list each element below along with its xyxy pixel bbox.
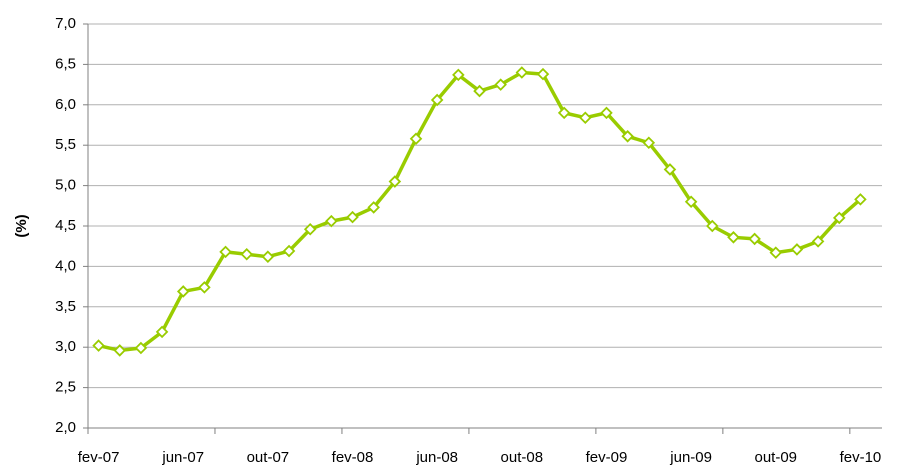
data-point xyxy=(769,246,783,259)
data-point xyxy=(261,250,275,263)
data-point xyxy=(198,281,211,294)
y-tick-label: 4,0 xyxy=(55,257,76,274)
x-tick-label: out-09 xyxy=(754,449,797,466)
data-point xyxy=(240,248,253,261)
data-point xyxy=(557,106,571,120)
data-point xyxy=(303,222,317,236)
y-tick-label: 7,0 xyxy=(55,15,76,32)
x-tick-label: jun-09 xyxy=(669,449,712,466)
data-point xyxy=(706,219,719,233)
data-point xyxy=(579,111,592,125)
x-tick-label: jun-07 xyxy=(161,449,204,466)
x-tick-label: fev-08 xyxy=(332,449,374,466)
data-point xyxy=(430,93,444,107)
data-point xyxy=(155,325,169,339)
data-point xyxy=(832,211,846,225)
data-point xyxy=(92,339,105,352)
data-point xyxy=(642,136,656,150)
data-point xyxy=(176,285,190,298)
data-point xyxy=(515,66,529,79)
data-point xyxy=(684,195,698,209)
data-point xyxy=(134,341,148,355)
y-tick-label: 6,0 xyxy=(55,96,76,113)
data-point xyxy=(811,235,825,248)
y-axis-label: (%) xyxy=(13,214,30,237)
y-tick-label: 3,0 xyxy=(55,338,76,355)
data-point xyxy=(367,201,380,214)
data-point xyxy=(282,244,296,258)
x-tick-label: fev-09 xyxy=(586,449,628,466)
data-point xyxy=(452,68,465,82)
data-point xyxy=(663,163,677,176)
y-tick-label: 3,5 xyxy=(55,298,76,315)
x-tick-label: out-08 xyxy=(501,449,544,466)
data-point xyxy=(600,106,613,120)
y-tick-label: 2,5 xyxy=(55,379,76,396)
data-point xyxy=(219,245,232,259)
data-point xyxy=(388,175,402,188)
data-point xyxy=(854,193,867,206)
data-point xyxy=(494,78,507,91)
y-tick-label: 5,0 xyxy=(55,177,76,194)
x-tick-label: jun-08 xyxy=(415,449,458,466)
y-tick-label: 5,5 xyxy=(55,136,76,153)
data-point xyxy=(536,67,550,81)
x-tick-label: fev-07 xyxy=(78,449,120,466)
data-point xyxy=(113,344,127,357)
data-point xyxy=(748,232,761,246)
data-point xyxy=(727,231,740,244)
data-line xyxy=(98,70,862,353)
x-tick-label: fev-10 xyxy=(840,449,882,466)
data-point xyxy=(473,84,486,98)
data-point xyxy=(790,243,804,256)
data-point xyxy=(621,130,634,143)
data-point xyxy=(346,210,359,224)
y-tick-label: 2,0 xyxy=(55,419,76,436)
data-point xyxy=(409,132,423,146)
y-tick-label: 4,5 xyxy=(55,217,76,234)
data-point xyxy=(325,214,338,228)
x-tick-label: out-07 xyxy=(247,449,290,466)
y-tick-label: 6,5 xyxy=(55,55,76,72)
